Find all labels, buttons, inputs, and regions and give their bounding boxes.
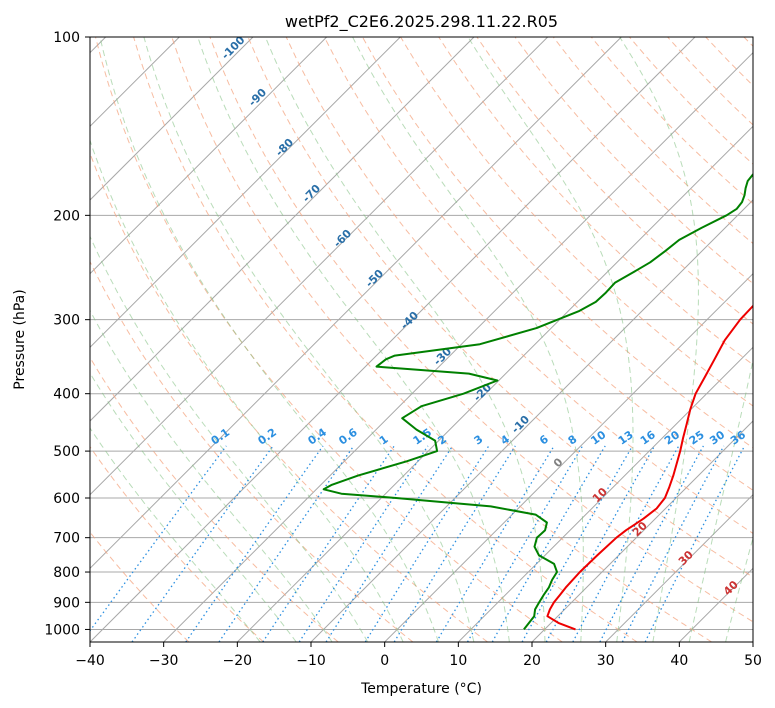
moist-adiabat-line (352, 37, 584, 642)
x-tick-label: 40 (670, 653, 688, 669)
isotherm-line (90, 37, 401, 349)
x-tick-label: 30 (597, 653, 615, 669)
x-tick-label: −30 (149, 653, 179, 669)
mixing-ratio-line (262, 445, 395, 642)
y-tick-label: 400 (53, 387, 80, 403)
y-tick-label: 1000 (44, 622, 80, 638)
dry-adiabat-line (514, 37, 753, 285)
y-tick-label: 800 (53, 565, 80, 581)
moist-adiabat-line (90, 427, 261, 642)
dry-adiabat-line (247, 37, 753, 578)
dry-adiabat-line (90, 445, 264, 642)
mixing-ratio-line (491, 445, 606, 642)
isotherm-line (384, 272, 753, 642)
isotherm-line (90, 37, 254, 201)
mixing-ratio-line (521, 445, 634, 642)
isotherm-line (236, 125, 753, 642)
dry-adiabat-line (171, 37, 712, 642)
temperature-profile (546, 304, 753, 631)
isotherm-line (163, 51, 753, 642)
x-tick-label: −20 (223, 653, 253, 669)
mixing-ratio-line (435, 445, 555, 642)
dry-adiabat-line (323, 37, 753, 491)
y-tick-label: 100 (53, 30, 80, 46)
y-tick-label: 300 (53, 313, 80, 329)
y-axis-label: Pressure (hPa) (12, 289, 28, 389)
isotherm-line (605, 493, 753, 642)
x-tick-label: 10 (449, 653, 467, 669)
profiles (322, 172, 753, 631)
dry-adiabat-line (90, 260, 414, 642)
isotherm-line (90, 37, 549, 496)
moist-adiabat-line (90, 371, 297, 642)
moist-adiabat-line (619, 37, 699, 642)
dry-adiabat-line (95, 37, 563, 642)
moist-adiabat-line (90, 138, 404, 642)
x-axis: −40 −30 −20 −10 0 10 20 30 40 50 (75, 642, 762, 669)
mixing-ratio-line (393, 445, 516, 642)
x-axis-label: Temperature (°C) (360, 681, 482, 697)
y-tick-label: 700 (53, 531, 80, 547)
moist-adiabat-line (264, 37, 546, 642)
dry-adiabat-line (285, 37, 753, 535)
dry-adiabat-line (476, 37, 753, 325)
x-tick-label: 50 (744, 653, 762, 669)
y-tick-label: 200 (53, 208, 80, 224)
isotherm-line (90, 37, 622, 570)
mixing-ratio-line (298, 445, 429, 642)
isotherm-line (531, 420, 753, 642)
x-tick-label: −10 (296, 653, 326, 669)
isotherm-line (90, 37, 328, 275)
x-tick-label: −40 (75, 653, 105, 669)
isotherm-line (90, 37, 475, 422)
moist-adiabat-line (90, 235, 369, 642)
mixing-ratio-line (466, 445, 584, 642)
mixing-ratio-line (325, 445, 454, 642)
moist-adiabat-line (725, 536, 753, 642)
moist-adiabat-line (197, 37, 510, 642)
x-tick-label: 20 (523, 653, 541, 669)
mixing-ratio-line (572, 445, 680, 642)
moist-adiabat-line (688, 357, 753, 642)
chart-title: wetPf2_C2E6.2025.298.11.22.R05 (285, 12, 558, 32)
moist-adiabat-line (143, 37, 475, 642)
dry-adiabat-line (209, 37, 753, 623)
y-tick-label: 900 (53, 595, 80, 611)
plot-frame (89, 36, 754, 643)
dewpoint-profile (322, 172, 753, 631)
y-tick-label: 500 (53, 444, 80, 460)
isotherm-line (457, 346, 753, 642)
dry-adiabat-line (133, 37, 638, 642)
moist-adiabat-line (90, 309, 333, 642)
y-axis: 100 200 300 400 500 600 700 800 900 1000 (44, 30, 90, 638)
x-tick-label: 0 (380, 653, 389, 669)
mixing-ratio-line (364, 445, 490, 642)
moist-adiabat-line (99, 37, 439, 642)
y-tick-label: 600 (53, 491, 80, 507)
plot-background-lines (90, 37, 753, 642)
isotherm-line (90, 37, 696, 642)
